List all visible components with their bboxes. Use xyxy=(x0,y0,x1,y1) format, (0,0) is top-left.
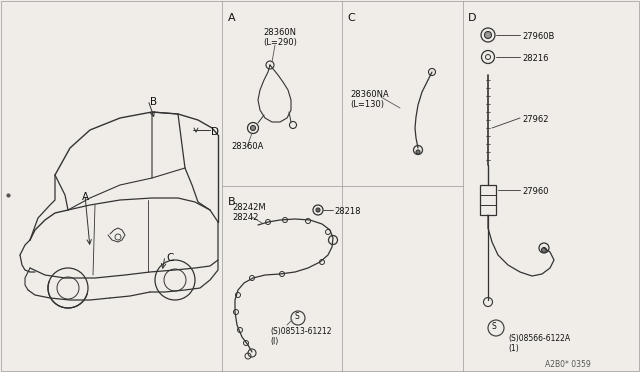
Circle shape xyxy=(250,125,255,131)
Text: 28360N
(L=290): 28360N (L=290) xyxy=(263,28,297,47)
Text: B: B xyxy=(228,197,236,207)
Text: C: C xyxy=(166,253,173,263)
Text: 28216: 28216 xyxy=(522,54,548,63)
Text: S: S xyxy=(295,312,300,321)
Text: B: B xyxy=(150,97,157,107)
Text: 28242M
28242: 28242M 28242 xyxy=(232,203,266,222)
Circle shape xyxy=(316,208,320,212)
Text: D: D xyxy=(211,127,219,137)
Text: 28360NA
(L=130): 28360NA (L=130) xyxy=(350,90,388,109)
Circle shape xyxy=(416,150,420,154)
Text: 27962: 27962 xyxy=(522,115,548,124)
Text: 28360A: 28360A xyxy=(231,142,264,151)
Text: S: S xyxy=(492,322,497,331)
Text: A: A xyxy=(82,192,89,202)
Text: 27960: 27960 xyxy=(522,187,548,196)
Text: 27960B: 27960B xyxy=(522,32,554,41)
Bar xyxy=(480,185,496,215)
Text: (S)08566-6122A
(1): (S)08566-6122A (1) xyxy=(508,334,570,353)
Circle shape xyxy=(484,32,492,38)
Text: C: C xyxy=(347,13,355,23)
Text: (S)08513-61212
(I): (S)08513-61212 (I) xyxy=(270,327,332,346)
Text: 28218: 28218 xyxy=(334,207,360,216)
Text: A2B0* 0359: A2B0* 0359 xyxy=(545,360,591,369)
Circle shape xyxy=(541,247,547,253)
Text: A: A xyxy=(228,13,236,23)
Text: D: D xyxy=(468,13,477,23)
